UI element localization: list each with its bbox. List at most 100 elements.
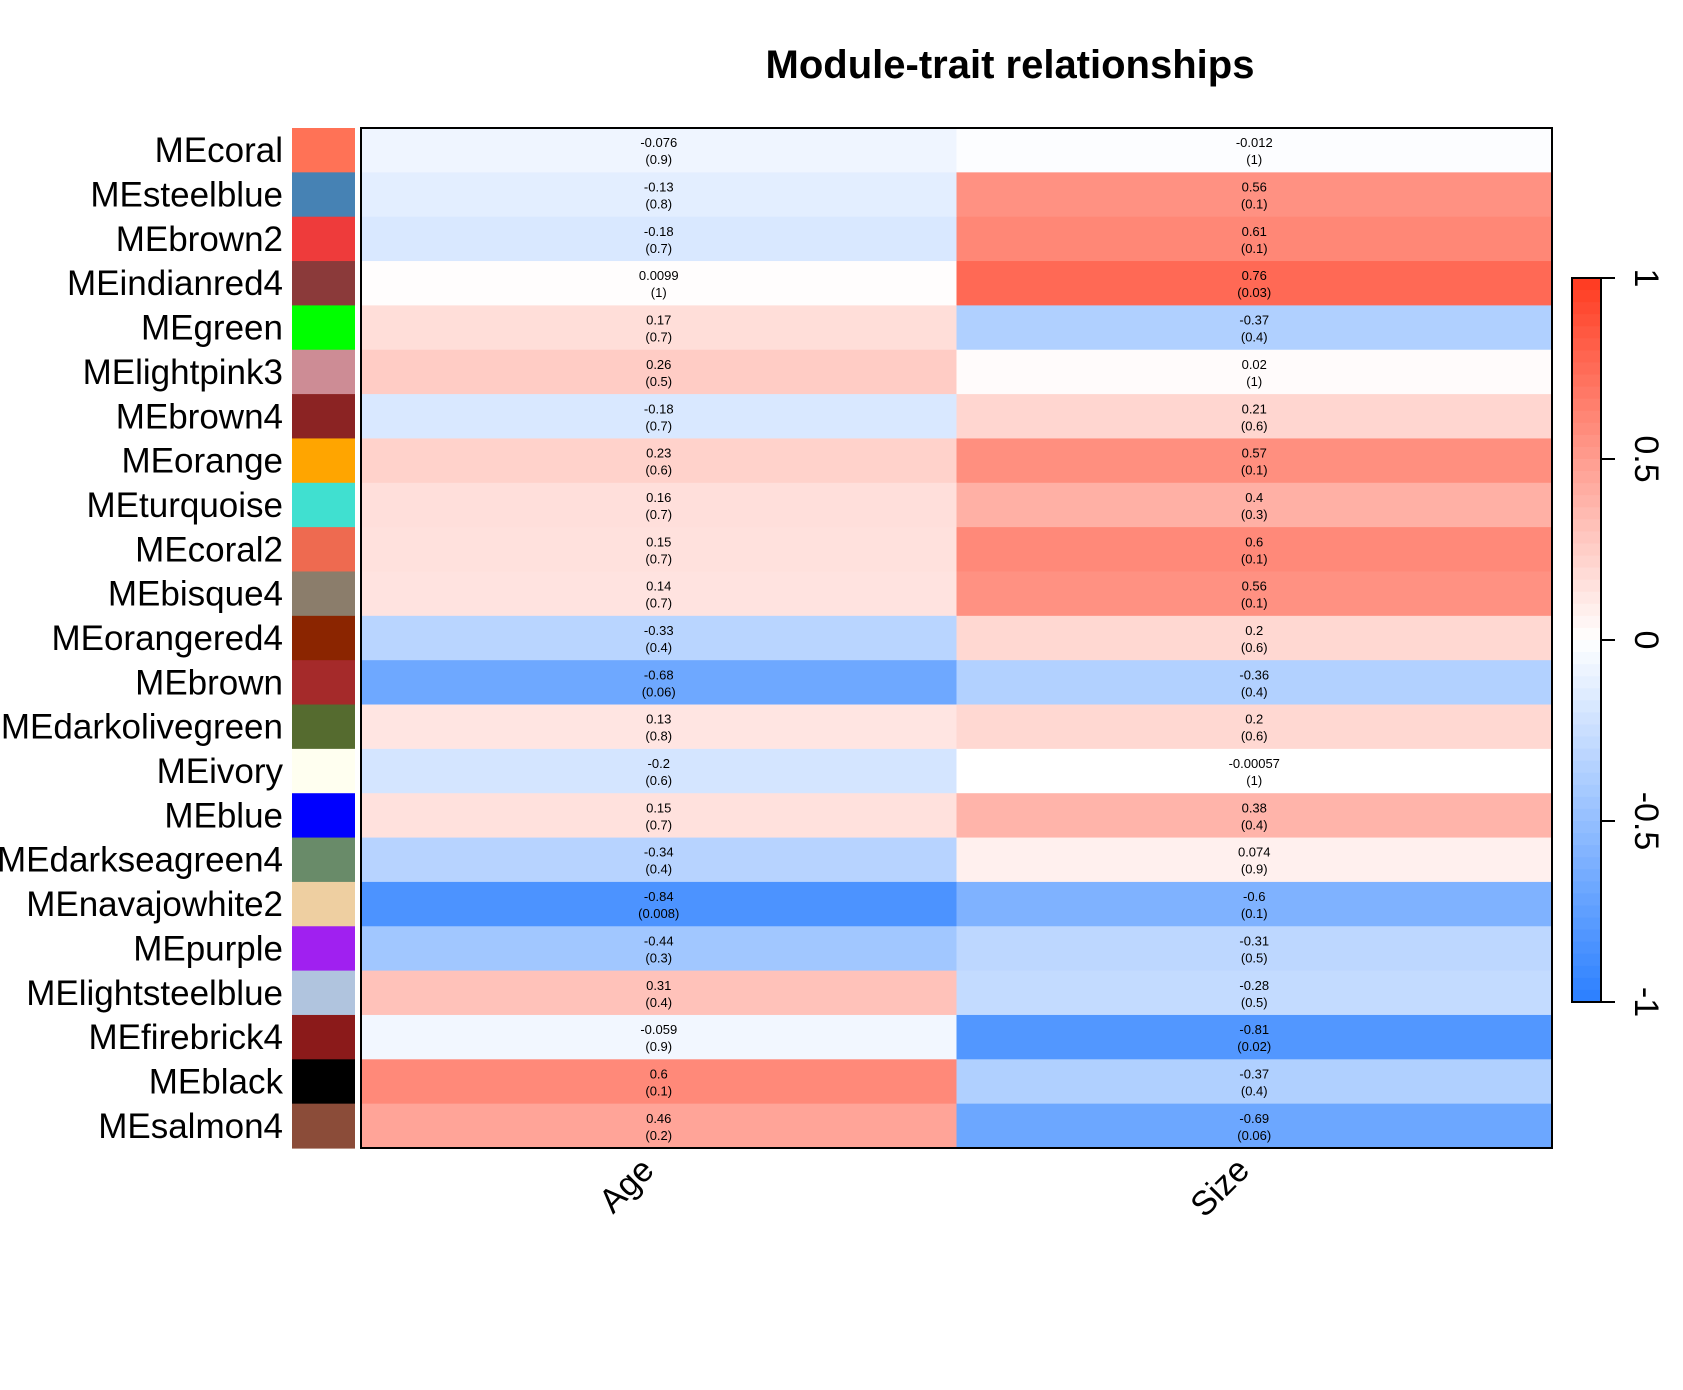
heatmap-cell bbox=[956, 970, 1553, 1016]
module-swatch bbox=[292, 881, 355, 927]
row-labels: MEcoral MEsteelblue MEbrown2 MEindianred4 ME… bbox=[0, 131, 283, 1146]
correlation-value: 0.15 bbox=[646, 534, 671, 549]
row-label: MEnavajowhite2 bbox=[26, 885, 283, 924]
correlation-value: 0.13 bbox=[646, 712, 671, 727]
legend-color-step bbox=[1572, 652, 1601, 665]
row-label: MEturquoise bbox=[87, 486, 283, 525]
row-label: MEcoral bbox=[155, 131, 283, 170]
p-value: (0.4) bbox=[1241, 684, 1268, 699]
heatmap-cell bbox=[361, 482, 957, 528]
heatmap-cell bbox=[361, 837, 957, 883]
heatmap-cell bbox=[361, 172, 957, 218]
legend-color-step bbox=[1572, 591, 1601, 605]
legend-color-step bbox=[1572, 640, 1601, 653]
legend-color-step bbox=[1572, 796, 1601, 810]
heatmap-cell bbox=[361, 881, 957, 927]
legend-tick-label: 0.5 bbox=[1627, 435, 1665, 482]
p-value: (0.4) bbox=[645, 995, 672, 1010]
legend-color-step bbox=[1572, 941, 1601, 955]
row-label: MEdarkseagreen4 bbox=[0, 841, 283, 880]
heatmap-cell bbox=[361, 349, 957, 395]
row-label: MEblack bbox=[149, 1062, 284, 1101]
correlation-value: -0.18 bbox=[644, 401, 674, 416]
heatmap-cell bbox=[361, 1103, 957, 1149]
row-label: MEsalmon4 bbox=[98, 1107, 283, 1146]
heatmap-cell bbox=[956, 1014, 1553, 1060]
correlation-value: 0.14 bbox=[646, 579, 671, 594]
p-value: (0.2) bbox=[645, 1128, 672, 1143]
heatmap-cell bbox=[956, 926, 1553, 972]
p-value: (0.7) bbox=[645, 507, 672, 522]
module-swatch bbox=[292, 926, 355, 972]
p-value: (0.7) bbox=[645, 817, 672, 832]
p-value: (0.008) bbox=[638, 906, 679, 921]
heatmap-cell bbox=[956, 793, 1553, 839]
p-value: (0.3) bbox=[645, 950, 672, 965]
heatmap-cell bbox=[956, 305, 1553, 351]
p-value: (1) bbox=[1246, 152, 1262, 167]
heatmap-cell bbox=[956, 172, 1553, 218]
heatmap-cell bbox=[956, 349, 1553, 395]
module-swatch bbox=[292, 438, 355, 484]
heatmap-cell bbox=[361, 660, 957, 706]
p-value: (0.6) bbox=[645, 773, 672, 788]
row-label: MEivory bbox=[157, 752, 284, 791]
p-value: (0.4) bbox=[1241, 330, 1268, 345]
module-swatch bbox=[292, 527, 355, 573]
legend-color-step bbox=[1572, 784, 1601, 798]
legend-color-step bbox=[1572, 905, 1601, 919]
correlation-value: 0.6 bbox=[1245, 534, 1263, 549]
correlation-value: 0.76 bbox=[1242, 268, 1267, 283]
heatmap-cells: -0.076 (0.9) -0.012 (1) -0.13 (0.8) 0.56 (0.1) -… bbox=[361, 128, 1553, 1149]
p-value: (0.4) bbox=[645, 640, 672, 655]
legend-tick-label: -1 bbox=[1627, 987, 1665, 1017]
correlation-value: 0.2 bbox=[1245, 712, 1263, 727]
p-value: (0.1) bbox=[1241, 551, 1268, 566]
correlation-value: 0.56 bbox=[1242, 579, 1267, 594]
correlation-value: -0.34 bbox=[644, 845, 674, 860]
correlation-value: 0.2 bbox=[1245, 623, 1263, 638]
correlation-value: -0.44 bbox=[644, 933, 674, 948]
p-value: (0.03) bbox=[1237, 285, 1271, 300]
module-swatch bbox=[292, 1103, 355, 1149]
heatmap-cell bbox=[956, 704, 1553, 750]
legend-color-step bbox=[1572, 760, 1601, 774]
correlation-value: 0.4 bbox=[1245, 490, 1263, 505]
plot-frame bbox=[360, 127, 1553, 1149]
p-value: (0.1) bbox=[1241, 463, 1268, 478]
p-value: (0.6) bbox=[1241, 640, 1268, 655]
row-label: MEbrown4 bbox=[116, 397, 283, 436]
legend-color-step bbox=[1572, 664, 1601, 677]
correlation-value: 0.31 bbox=[646, 978, 671, 993]
legend-color-step bbox=[1572, 977, 1601, 991]
legend-color-step bbox=[1572, 386, 1601, 400]
p-value: (0.1) bbox=[645, 1083, 672, 1098]
row-label: MEfirebrick4 bbox=[89, 1018, 283, 1057]
p-value: (0.5) bbox=[1241, 950, 1268, 965]
legend-color-step bbox=[1572, 314, 1601, 327]
p-value: (0.5) bbox=[645, 374, 672, 389]
module-swatch bbox=[292, 571, 355, 617]
heatmap-cell bbox=[956, 261, 1553, 306]
module-swatch bbox=[292, 394, 355, 440]
p-value: (0.6) bbox=[645, 463, 672, 478]
correlation-value: -0.28 bbox=[1239, 978, 1269, 993]
p-value: (0.9) bbox=[645, 152, 672, 167]
legend-color-step bbox=[1572, 869, 1601, 882]
p-value: (0.7) bbox=[645, 596, 672, 611]
heatmap-cell bbox=[361, 527, 957, 573]
correlation-value: -0.00057 bbox=[1229, 756, 1280, 771]
correlation-value: 0.26 bbox=[646, 357, 671, 372]
legend-color-step bbox=[1572, 676, 1601, 689]
legend-color-step bbox=[1572, 857, 1601, 870]
legend-color-step bbox=[1572, 688, 1601, 701]
heatmap-cell bbox=[956, 881, 1553, 927]
heatmap-cell bbox=[361, 970, 957, 1016]
legend-color-step bbox=[1572, 929, 1601, 943]
module-swatch bbox=[292, 349, 355, 395]
correlation-value: -0.81 bbox=[1239, 1022, 1269, 1037]
legend-tick-label: -0.5 bbox=[1627, 792, 1665, 851]
correlation-value: 0.02 bbox=[1242, 357, 1267, 372]
legend-color-step bbox=[1572, 627, 1601, 641]
